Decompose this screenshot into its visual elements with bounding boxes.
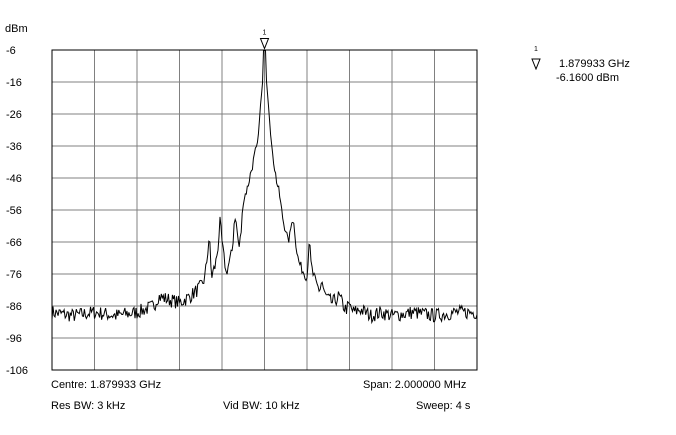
marker-number: 1 [263, 30, 267, 37]
sweep-time: Sweep: 4 s [416, 400, 471, 412]
span: Span: 2.000000 MHz [363, 379, 467, 391]
marker-triangle-icon [259, 38, 270, 50]
y-tick-label: -56 [6, 205, 22, 217]
spectrum-trace [51, 50, 478, 325]
marker-frequency: 1.879933 GHz [559, 58, 630, 70]
marker-readout-number: 1 [534, 46, 538, 53]
video-bandwidth: Vid BW: 10 kHz [223, 400, 300, 412]
y-axis-label: dBm [5, 23, 28, 35]
y-tick-label: -106 [6, 365, 28, 377]
y-tick-label: -36 [6, 141, 22, 153]
centre-frequency: Centre: 1.879933 GHz [51, 379, 162, 391]
y-tick-label: -16 [6, 77, 22, 89]
plot-grid [52, 50, 477, 370]
marker-readout: 1 1.879933 GHz -6.1600 dBm [528, 46, 668, 86]
y-tick-label: -76 [6, 269, 22, 281]
marker-level: -6.1600 dBm [556, 72, 619, 84]
y-tick-label: -96 [6, 333, 22, 345]
y-tick-label: -6 [6, 45, 16, 57]
y-tick-labels: -6 -16 -26 -36 -46 -56 -66 -76 -86 -96 -106 [6, 45, 28, 377]
marker-1: 1 [259, 30, 270, 50]
marker-triangle-icon [531, 58, 541, 70]
y-tick-label: -26 [6, 109, 22, 121]
y-tick-label: -46 [6, 173, 22, 185]
y-tick-label: -86 [6, 301, 22, 313]
y-tick-label: -66 [6, 237, 22, 249]
resolution-bandwidth: Res BW: 3 kHz [51, 400, 126, 412]
